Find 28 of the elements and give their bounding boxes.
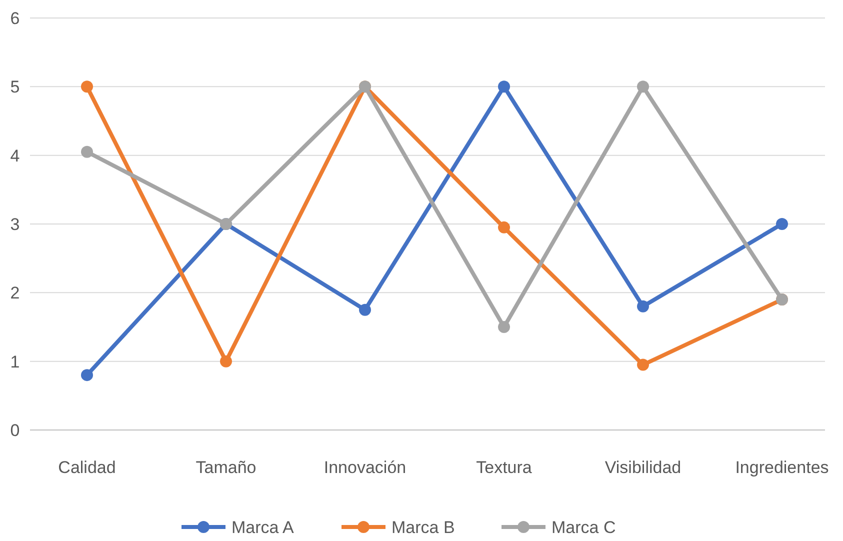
point xyxy=(81,369,93,382)
point xyxy=(81,146,93,158)
point xyxy=(220,355,232,368)
y-tick-label: 0 xyxy=(10,420,20,440)
legend-label: Marca B xyxy=(392,518,455,537)
point xyxy=(637,358,649,371)
point xyxy=(81,80,93,93)
x-tick-label: Calidad xyxy=(58,458,116,477)
y-tick-label: 1 xyxy=(10,352,20,372)
point xyxy=(359,304,371,316)
legend-label: Marca A xyxy=(232,518,295,537)
x-tick-label: Textura xyxy=(476,458,532,477)
legend-label: Marca C xyxy=(552,518,616,537)
x-tick-label: Tamaño xyxy=(196,458,256,477)
point xyxy=(498,221,510,234)
point xyxy=(637,80,649,93)
y-tick-label: 2 xyxy=(10,284,20,303)
y-tick-label: 6 xyxy=(10,8,20,28)
x-tick-label: Ingredientes xyxy=(735,458,829,477)
x-tick-label: Visibilidad xyxy=(604,458,682,477)
point xyxy=(637,300,649,312)
y-tick-label: 4 xyxy=(10,146,20,166)
point xyxy=(776,218,788,230)
y-tick-label: 3 xyxy=(10,214,20,234)
y-tick-label: 5 xyxy=(10,78,20,97)
point xyxy=(498,321,510,333)
x-tick-label: Innovación xyxy=(324,458,406,477)
point xyxy=(498,80,510,93)
